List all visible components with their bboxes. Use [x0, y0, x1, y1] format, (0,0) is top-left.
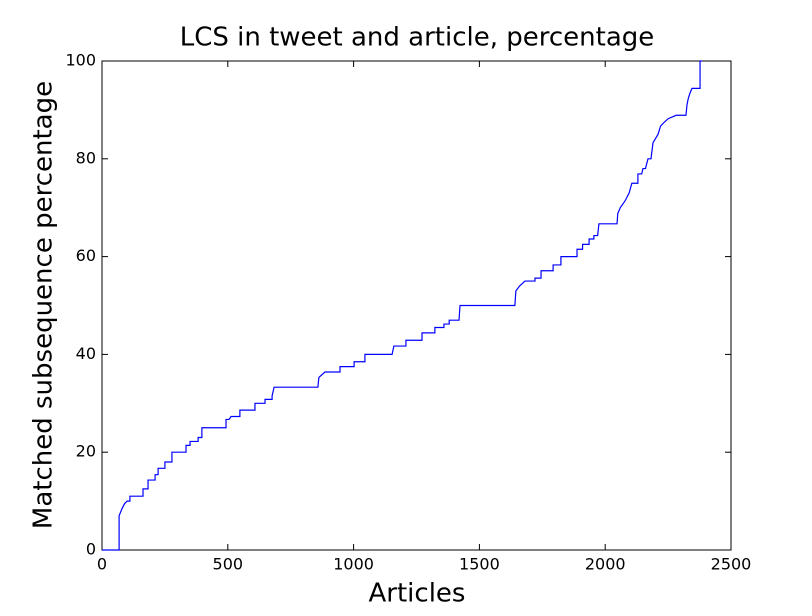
y-tick-label: 40: [76, 344, 96, 363]
x-tick-label: 2500: [711, 555, 752, 574]
chart-title: LCS in tweet and article, percentage: [180, 23, 655, 53]
x-axis-label: Articles: [369, 579, 466, 609]
y-tick-label: 20: [76, 442, 96, 461]
x-tick-label: 1500: [459, 555, 500, 574]
x-tick-label: 500: [213, 555, 244, 574]
data-line: [102, 60, 703, 551]
plot-frame: [101, 60, 732, 551]
y-tick-label: 0: [86, 540, 96, 559]
y-axis-label: Matched subsequence percentage: [29, 81, 59, 529]
y-tick-label: 100: [65, 51, 96, 70]
x-tick-label: 0: [97, 555, 107, 574]
x-tick-label: 2000: [585, 555, 626, 574]
y-tick-label: 80: [76, 148, 96, 167]
x-tick-label: 1000: [333, 555, 374, 574]
y-tick-label: 60: [76, 246, 96, 265]
